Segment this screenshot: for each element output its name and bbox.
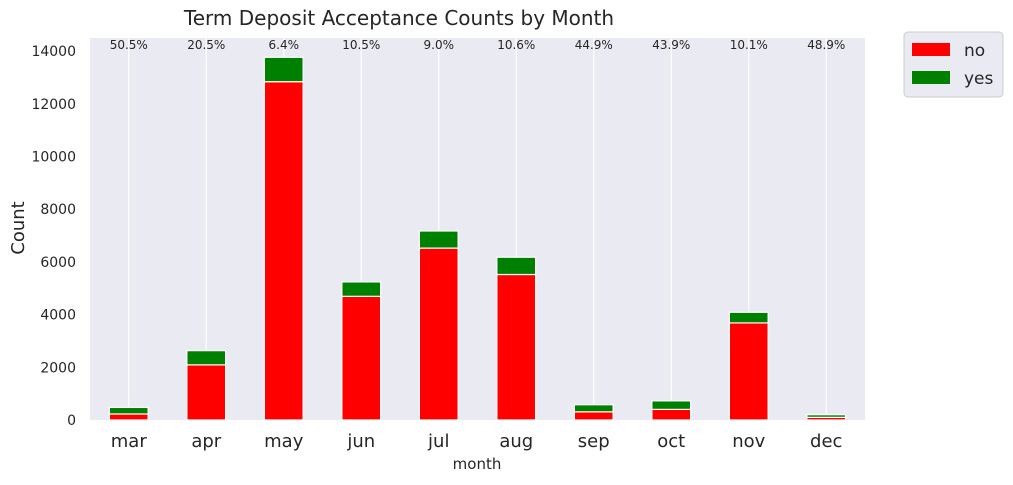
bars [108, 56, 847, 421]
legend-label-yes: yes [964, 69, 994, 89]
bar-yes-jun [341, 281, 382, 297]
bar-yes-aug [496, 256, 537, 276]
x-tick-label-sep: sep [578, 431, 610, 452]
x-axis-label: month [453, 455, 502, 473]
annotation-nov: 10.1% [730, 38, 768, 52]
y-tick-label-10000: 10000 [31, 150, 76, 166]
bar-no-apr [186, 364, 227, 421]
x-tick-label-oct: oct [657, 431, 685, 452]
legend-swatch-no [912, 43, 950, 56]
annotation-aug: 10.6% [497, 38, 535, 52]
legend-label-no: no [964, 41, 985, 61]
y-axis-label: Count [8, 201, 29, 254]
legend: no yes [903, 31, 1004, 98]
annotation-oct: 43.9% [652, 38, 690, 52]
annotation-jun: 10.5% [342, 38, 380, 52]
annotation-apr: 20.5% [187, 38, 225, 52]
bar-yes-oct [651, 400, 692, 410]
x-tick-label-dec: dec [810, 431, 842, 452]
bar-no-jun [341, 295, 382, 421]
x-tick-label-mar: mar [111, 431, 148, 452]
bar-no-aug [496, 273, 537, 421]
bar-yes-dec [806, 414, 847, 418]
bar-yes-jul [418, 230, 459, 249]
annotations: 50.5% 20.5% 6.4% 10.5% 9.0% 10.6% 44.9% 43.9% 10… [110, 38, 846, 52]
bar-yes-nov [728, 311, 769, 324]
bar-no-nov [728, 322, 769, 421]
x-tick-label-may: may [264, 431, 304, 452]
bar-no-oct [651, 408, 692, 421]
annotation-jul: 9.0% [424, 38, 455, 52]
y-tick-label-4000: 4000 [40, 308, 76, 324]
bar-no-sep [573, 411, 614, 421]
y-axis-ticks: 0 2000 4000 6000 8000 10000 12000 14000 [31, 44, 76, 429]
y-tick-label-2000: 2000 [40, 360, 76, 376]
y-tick-label-12000: 12000 [31, 97, 76, 113]
x-tick-label-jul: jul [427, 431, 449, 452]
y-tick-label-0: 0 [67, 413, 76, 429]
chart-title: Term Deposit Acceptance Counts by Month [183, 6, 614, 30]
bar-no-mar [108, 413, 149, 421]
annotation-sep: 44.9% [575, 38, 613, 52]
x-tick-label-nov: nov [732, 431, 765, 452]
x-tick-label-jun: jun [346, 431, 375, 452]
y-tick-label-8000: 8000 [40, 202, 76, 218]
x-axis-ticks: mar apr may jun jul aug sep oct nov dec [111, 431, 843, 452]
bar-yes-mar [108, 406, 149, 415]
y-tick-label-14000: 14000 [31, 44, 76, 60]
x-tick-label-aug: aug [499, 431, 533, 452]
x-tick-label-apr: apr [191, 431, 221, 452]
legend-swatch-yes [912, 71, 950, 84]
annotation-mar: 50.5% [110, 38, 148, 52]
bar-yes-may [263, 56, 304, 83]
bar-no-may [263, 81, 304, 421]
bar-yes-apr [186, 350, 227, 366]
bar-yes-sep [573, 404, 614, 413]
bar-no-jul [418, 247, 459, 421]
annotation-may: 6.4% [269, 38, 300, 52]
annotation-dec: 48.9% [807, 38, 845, 52]
y-tick-label-6000: 6000 [40, 255, 76, 271]
